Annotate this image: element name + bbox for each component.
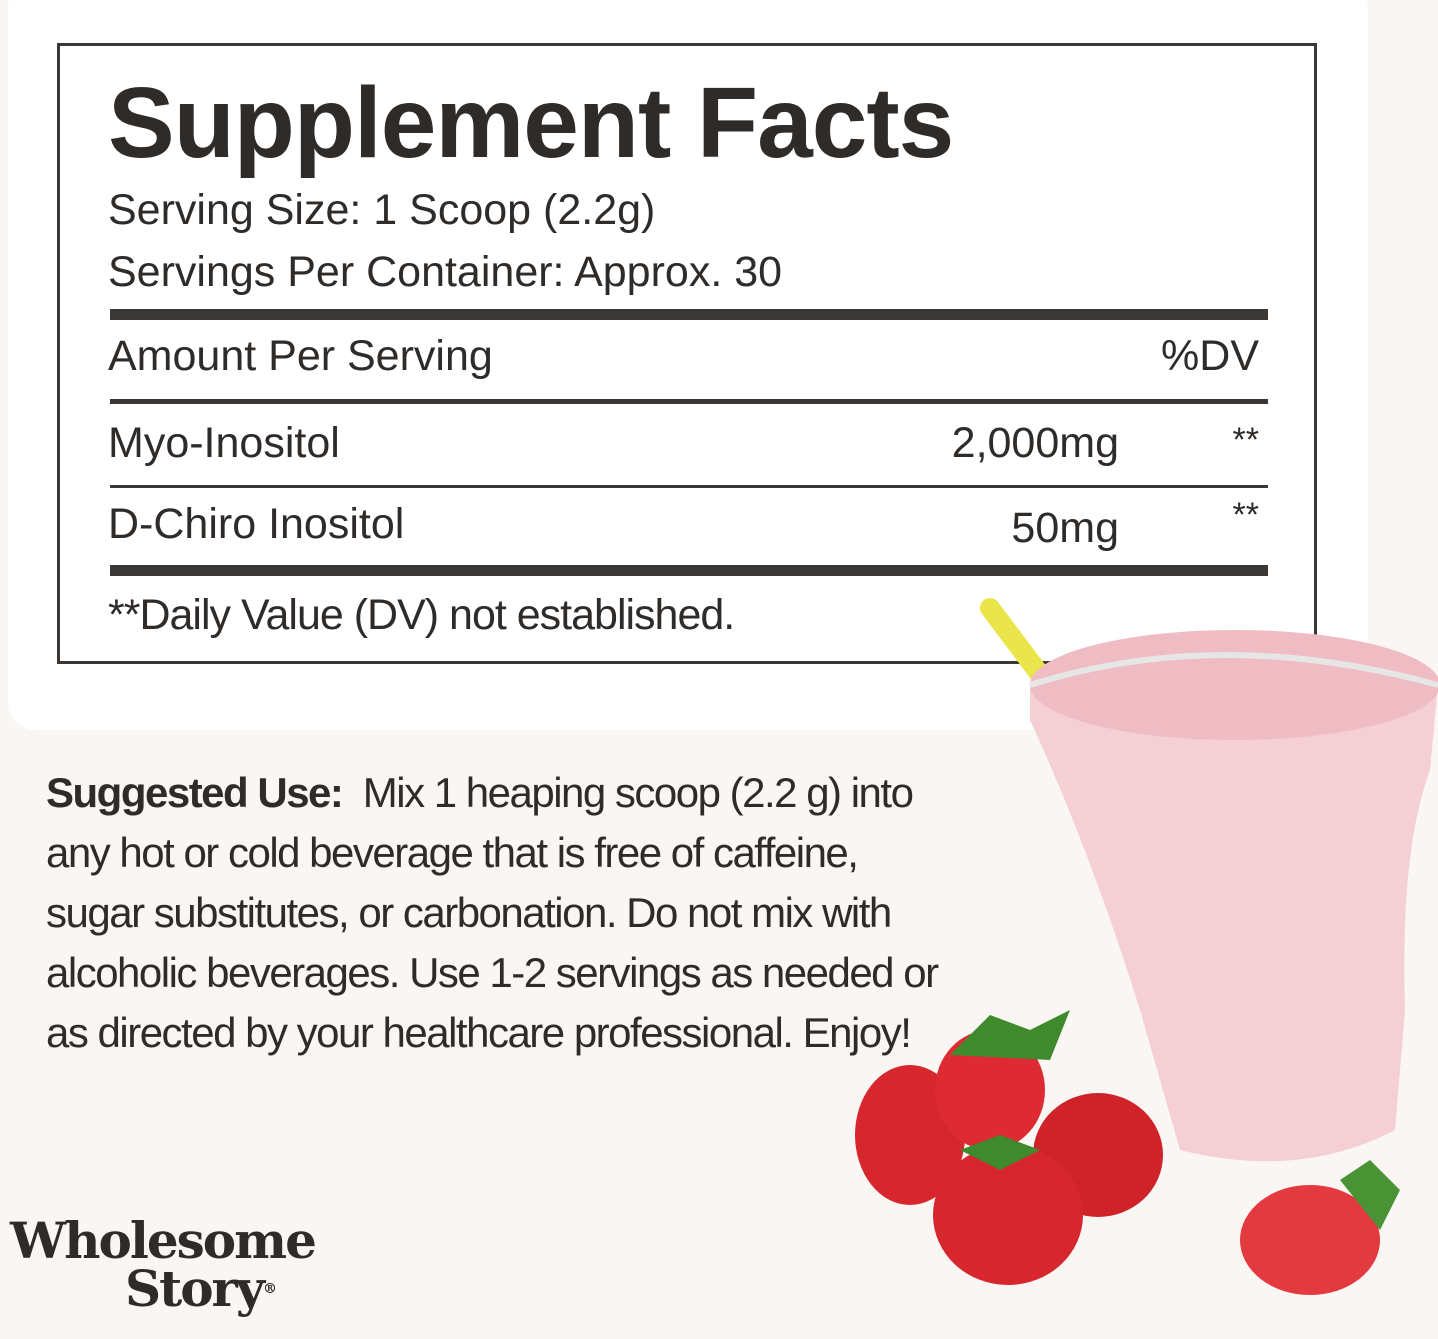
smoothie-glass-icon [1029, 630, 1438, 1162]
ingredient-dv: ** [1232, 496, 1259, 534]
servings-per-container: Servings Per Container: Approx. 30 [108, 248, 783, 296]
ingredient-name: Myo-Inositol [108, 419, 340, 467]
divider [110, 399, 1268, 404]
facts-title: Supplement Facts [108, 67, 954, 179]
smoothie-strawberries-image [855, 598, 1438, 1295]
supplement-facts-panel: Supplement Facts Serving Size: 1 Scoop (… [57, 43, 1317, 664]
suggested-use-label: Suggested Use: [46, 769, 344, 816]
amount-header: Amount Per Serving [108, 332, 493, 380]
ingredient-dv: ** [1232, 421, 1259, 459]
suggested-use-text: Mix 1 heaping scoop (2.2 g) into any hot… [46, 769, 939, 1056]
thick-divider [110, 565, 1268, 576]
registered-mark: ® [262, 1281, 277, 1297]
thick-divider [110, 309, 1268, 320]
brand-line1: Wholesome [10, 1211, 317, 1270]
ingredient-amount: 50mg [1011, 504, 1119, 552]
ingredient-name: D-Chiro Inositol [108, 500, 405, 548]
brand-line2: Story [125, 1259, 265, 1318]
ingredient-amount: 2,000mg [951, 419, 1119, 467]
strawberries-icon [855, 1010, 1400, 1295]
brand-logo: Wholesome Story® [10, 1211, 317, 1314]
divider [110, 485, 1268, 488]
serving-size: Serving Size: 1 Scoop (2.2g) [108, 186, 656, 234]
facts-card [8, 0, 1368, 730]
dv-header: %DV [1161, 332, 1259, 380]
footnote: **Daily Value (DV) not established. [108, 591, 735, 639]
suggested-use: Suggested Use: Mix 1 heaping scoop (2.2 … [46, 763, 946, 1063]
